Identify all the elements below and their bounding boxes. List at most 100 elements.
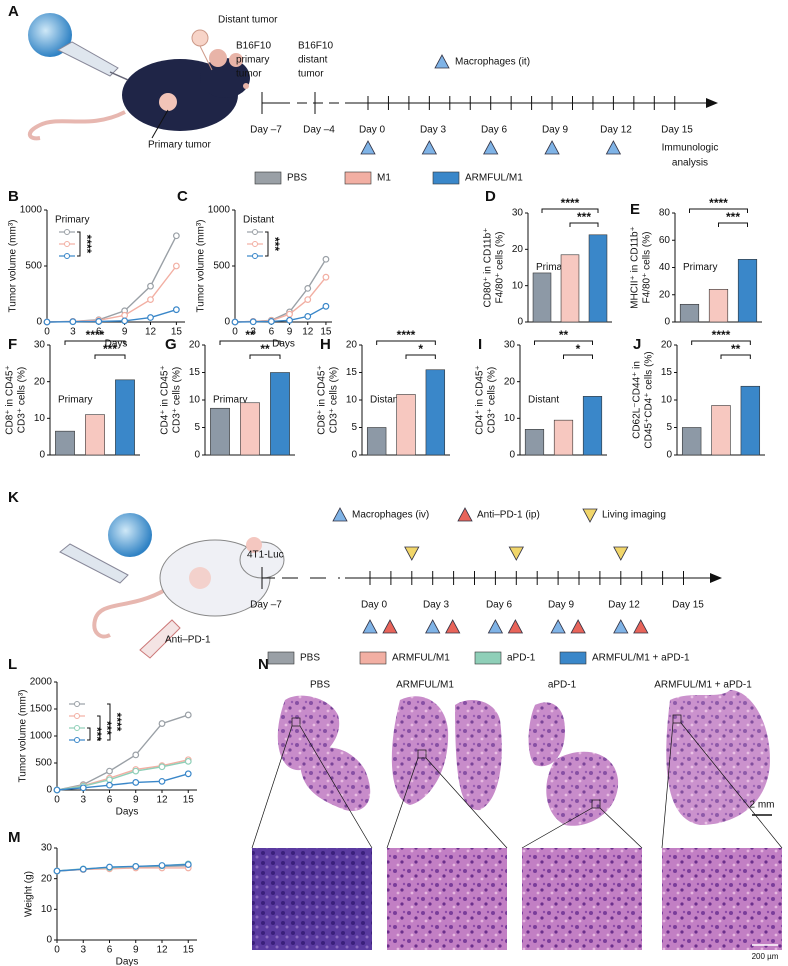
- triangle-icon: [507, 619, 524, 634]
- x-tick-label: 15: [183, 945, 195, 956]
- legend-key: [74, 737, 80, 743]
- data-point: [322, 273, 330, 281]
- x-tick-label: 0: [232, 327, 238, 338]
- significance-bracket: [718, 222, 748, 227]
- y-tick-label: 10: [346, 395, 358, 406]
- y-axis-title: CD3⁺ cells (%): [487, 367, 498, 433]
- y-tick-label: 20: [512, 244, 524, 255]
- y-tick-label: 40: [659, 262, 671, 273]
- data-point: [132, 863, 140, 870]
- x-tick-label: 12: [156, 795, 168, 806]
- image-label: ARMFUL/M1 + aPD-1: [654, 680, 752, 691]
- panel-letter: B: [8, 188, 19, 205]
- legend-key: [252, 253, 258, 259]
- label: Anti–PD-1: [165, 635, 211, 646]
- y-tick-label: 60: [659, 235, 671, 246]
- day-label: Day 12: [600, 125, 632, 136]
- bar: [708, 288, 729, 323]
- y-tick-label: 30: [34, 340, 46, 351]
- bar: [679, 303, 700, 323]
- bar: [425, 369, 446, 456]
- legend-label: Living imaging: [602, 510, 666, 521]
- histology-images: [251, 690, 783, 950]
- legend-key: [252, 241, 258, 247]
- x-tick-label: 15: [183, 795, 195, 806]
- y-axis-title: CD4⁺ in CD45⁺: [475, 365, 486, 434]
- bar: [366, 427, 387, 456]
- y-tick-label: 5: [666, 422, 672, 433]
- y-axis-title: CD8⁺ in CD45⁺: [5, 365, 16, 434]
- x-tick-label: 12: [302, 327, 314, 338]
- y-axis-title: CD80⁺ in CD11b⁺: [483, 228, 494, 308]
- y-tick-label: 10: [512, 280, 524, 291]
- significance-bracket: [689, 208, 748, 213]
- y-tick-label: 0: [36, 317, 42, 328]
- y-tick-label: 1500: [30, 704, 53, 715]
- annotation: Primary: [536, 262, 570, 273]
- bar: [553, 419, 574, 456]
- data-point: [147, 296, 154, 304]
- x-tick-label: 9: [287, 327, 293, 338]
- significance-label: ***: [577, 210, 591, 224]
- significance-bracket: [569, 222, 599, 227]
- y-tick-label: 10: [34, 413, 46, 424]
- significance-label: *: [576, 342, 581, 356]
- annotation: Distant: [243, 215, 274, 226]
- mouse-k: [59, 513, 285, 659]
- triangle-icon: [633, 619, 649, 634]
- legend-label: PBS: [287, 173, 307, 184]
- x-tick-label: 6: [107, 945, 113, 956]
- panel-letter: K: [8, 489, 19, 506]
- label: 4T1-Luc: [247, 550, 284, 561]
- legend-swatch: [267, 651, 295, 665]
- bar: [396, 394, 416, 456]
- label: primary: [236, 55, 269, 66]
- triangle-icon: [332, 507, 348, 522]
- y-tick-label: 20: [504, 376, 516, 387]
- bar: [711, 405, 731, 456]
- series-line: [56, 760, 189, 791]
- data-point: [69, 318, 77, 326]
- significance-bracket: [94, 354, 126, 359]
- legend-key: [64, 253, 70, 259]
- data-point: [132, 767, 140, 775]
- panel-letter: A: [8, 3, 19, 20]
- significance-bracket: [249, 354, 281, 359]
- y-axis-title: CD3⁺ cells (%): [172, 367, 183, 433]
- triangle-icon: [613, 546, 629, 561]
- day-label: Day 15: [672, 600, 704, 611]
- bar: [588, 234, 608, 323]
- y-tick-label: 0: [509, 450, 515, 461]
- y-tick-label: 80: [659, 208, 671, 219]
- data-point: [53, 867, 61, 875]
- significance-label: **: [731, 342, 741, 356]
- scale-label: 200 µm: [752, 952, 779, 961]
- triangle-icon: [544, 140, 560, 155]
- significance-bracket: [691, 340, 751, 345]
- annotation: Primary: [683, 262, 717, 273]
- day-label: Day 9: [542, 125, 569, 136]
- label: B16F10: [298, 41, 333, 52]
- data-point: [121, 317, 129, 325]
- y-tick-label: 10: [504, 413, 516, 424]
- arrow-head: [706, 98, 718, 108]
- significance-label: ****: [110, 713, 124, 732]
- day-label: Day 9: [548, 600, 575, 611]
- data-point: [304, 285, 312, 292]
- legend-swatch: [344, 171, 372, 185]
- significance-label: **: [245, 328, 255, 342]
- x-tick-label: 9: [133, 945, 139, 956]
- x-tick-label: 0: [54, 795, 60, 806]
- legend-key: [74, 701, 80, 707]
- y-tick-label: 20: [346, 340, 358, 351]
- bar: [524, 429, 545, 456]
- significance-bracket: [87, 727, 91, 741]
- data-point: [184, 757, 192, 765]
- x-tick-label: 15: [171, 327, 183, 338]
- legend-label: PBS: [300, 653, 320, 664]
- day-label: Day 6: [486, 600, 513, 611]
- y-tick-label: 0: [194, 450, 200, 461]
- legend-key: [252, 229, 258, 235]
- data-point: [158, 763, 166, 771]
- series-line: [234, 258, 327, 323]
